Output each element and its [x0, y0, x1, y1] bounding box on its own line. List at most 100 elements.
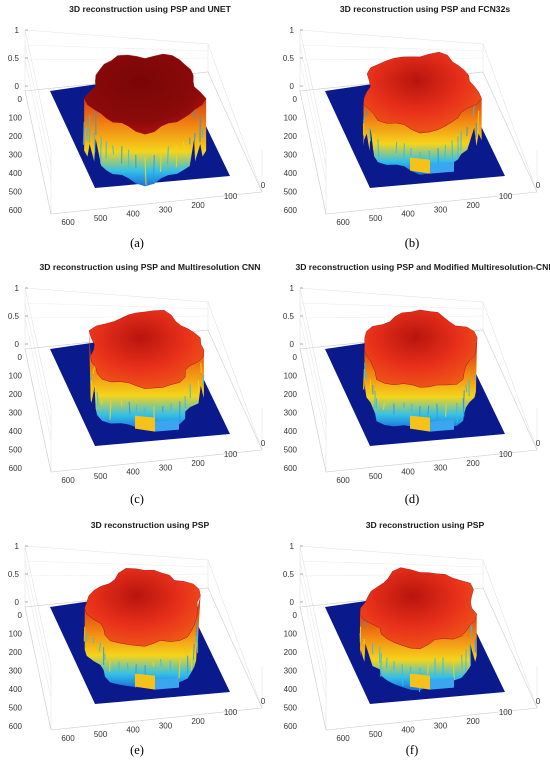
surface-side-wall: [84, 595, 201, 688]
x-tick-label: 0: [261, 697, 266, 706]
x-tick-label: 500: [94, 730, 108, 739]
z-tick-label: 0: [15, 82, 20, 91]
x-tick-label: 500: [94, 472, 108, 481]
y-tick-label: 400: [284, 169, 298, 178]
chart-title: 3D reconstruction using PSP and FCN32s: [340, 4, 511, 14]
y-tick-label: 300: [9, 667, 23, 676]
x-tick-label: 100: [499, 192, 513, 201]
y-tick-label: 300: [284, 667, 298, 676]
y-tick-label: 0: [18, 95, 23, 104]
yellow-notch: [410, 673, 430, 690]
x-tick-label: 400: [126, 468, 140, 477]
x-tick-label: 0: [261, 181, 266, 190]
y-tick-label: 500: [9, 188, 23, 197]
z-tick-label: 0.5: [283, 312, 295, 321]
panel-caption: (e): [130, 743, 144, 757]
surface-top: [364, 309, 478, 388]
y-tick-label: 0: [18, 353, 23, 362]
y-tick-label: 100: [284, 372, 298, 381]
y-tick-label: 500: [9, 446, 23, 455]
panel-caption: (d): [404, 492, 420, 506]
y-tick-label: 400: [284, 427, 298, 436]
y-tick-label: 200: [9, 648, 23, 657]
surface-top: [88, 310, 205, 389]
x-tick-label: 500: [94, 214, 108, 223]
z-tick-label: 0: [290, 82, 295, 91]
panel-caption: (a): [130, 236, 144, 250]
x-tick-label: 500: [369, 730, 383, 739]
y-tick-label: 500: [9, 704, 23, 713]
y-tick-label: 100: [284, 114, 298, 123]
y-tick-label: 200: [9, 132, 23, 141]
z-tick-label: 1: [15, 26, 20, 35]
y-tick-label: 400: [9, 685, 23, 694]
surface-side-wall: [84, 86, 207, 187]
y-tick-label: 200: [284, 648, 298, 657]
x-tick-label: 100: [224, 708, 238, 717]
x-tick-label: 600: [61, 218, 75, 227]
z-tick-label: 0: [290, 340, 295, 349]
yellow-notch: [135, 673, 155, 690]
x-tick-label: 300: [434, 205, 448, 214]
y-tick-label: 500: [284, 704, 298, 713]
y-tick-label: 400: [9, 169, 23, 178]
x-tick-label: 400: [401, 468, 415, 477]
y-tick-label: 100: [9, 114, 23, 123]
y-tick-label: 600: [9, 722, 23, 731]
chart-panel-a: 3D reconstruction using PSP and UNET 0 0.5…: [0, 0, 275, 258]
y-tick-label: 0: [293, 353, 298, 362]
y-tick-label: 600: [9, 206, 23, 215]
surface-top: [359, 567, 477, 650]
x-tick-label: 400: [401, 726, 415, 735]
z-tick-label: 0: [290, 598, 295, 607]
x-tick-label: 100: [224, 450, 238, 459]
chart-title: 3D reconstruction using PSP and Multires…: [40, 262, 261, 272]
chart-panel-f: 3D reconstruction using PSP 0 0.5 1 0 100 200 3…: [275, 516, 550, 774]
chart-title: 3D reconstruction using PSP and Modified…: [295, 262, 550, 272]
x-tick-label: 400: [401, 210, 415, 219]
surface-plot: 3D reconstruction using PSP 0 0.5 1 0 100 200 3…: [283, 520, 541, 743]
x-tick-label: 100: [499, 708, 513, 717]
y-tick-label: 600: [9, 464, 23, 473]
blue-notch: [430, 161, 454, 174]
x-tick-label: 200: [466, 459, 480, 468]
x-tick-label: 0: [261, 439, 266, 448]
y-tick-label: 200: [9, 390, 23, 399]
surface-top: [363, 51, 482, 134]
x-tick-label: 300: [434, 721, 448, 730]
z-tick-label: 0: [15, 340, 20, 349]
x-tick-label: 0: [536, 697, 541, 706]
x-tick-label: 400: [126, 210, 140, 219]
y-tick-label: 300: [9, 409, 23, 418]
blue-notch: [155, 677, 179, 690]
x-tick-label: 200: [191, 201, 205, 210]
z-tick-label: 1: [290, 26, 295, 35]
y-tick-label: 600: [284, 206, 298, 215]
x-tick-label: 200: [191, 717, 205, 726]
y-tick-label: 100: [9, 372, 23, 381]
surface-side-wall: [364, 337, 478, 429]
x-tick-label: 300: [159, 721, 173, 730]
y-tick-label: 300: [284, 409, 298, 418]
x-tick-label: 200: [466, 717, 480, 726]
surface-side-wall: [89, 330, 204, 431]
chart-title: 3D reconstruction using PSP and UNET: [69, 4, 231, 14]
y-tick-label: 500: [284, 188, 298, 197]
panel-caption: (c): [130, 492, 144, 506]
surface-top: [84, 568, 201, 647]
y-tick-label: 300: [284, 151, 298, 160]
z-tick-label: 1: [15, 284, 20, 293]
yellow-notch: [410, 157, 430, 174]
chart-title: 3D reconstruction using PSP: [366, 520, 485, 530]
y-tick-label: 200: [284, 390, 298, 399]
yellow-notch: [135, 415, 155, 432]
surface-side-wall: [360, 602, 477, 691]
z-tick-label: 0: [15, 598, 20, 607]
x-tick-label: 600: [61, 476, 75, 485]
blue-notch: [430, 419, 454, 432]
z-tick-label: 0.5: [8, 570, 20, 579]
chart-panel-d: 3D reconstruction using PSP and Modified…: [275, 258, 550, 516]
surface-top: [83, 53, 207, 135]
wall-streaks: [82, 110, 204, 186]
x-tick-label: 300: [159, 463, 173, 472]
